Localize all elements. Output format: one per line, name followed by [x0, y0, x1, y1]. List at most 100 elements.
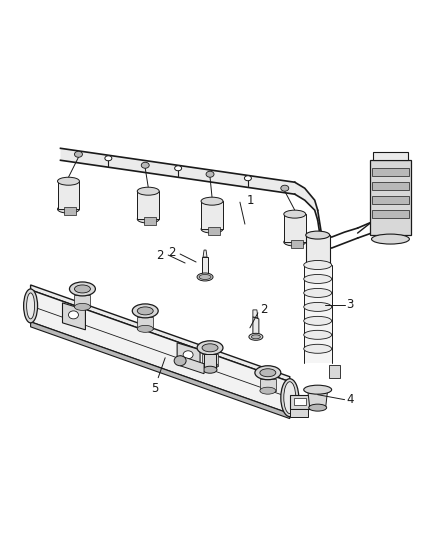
Ellipse shape: [202, 362, 218, 369]
Polygon shape: [305, 188, 314, 210]
Text: 4: 4: [346, 393, 354, 406]
Polygon shape: [308, 390, 328, 408]
Text: 2: 2: [168, 246, 175, 259]
Polygon shape: [208, 227, 220, 235]
Ellipse shape: [304, 302, 332, 311]
Ellipse shape: [202, 344, 218, 352]
Polygon shape: [57, 181, 79, 209]
Ellipse shape: [74, 303, 90, 310]
Polygon shape: [144, 217, 156, 225]
Ellipse shape: [132, 304, 158, 318]
Polygon shape: [253, 310, 258, 318]
Polygon shape: [372, 152, 408, 160]
Ellipse shape: [281, 185, 289, 191]
Polygon shape: [290, 394, 321, 409]
Polygon shape: [177, 343, 200, 370]
Ellipse shape: [174, 356, 186, 366]
Polygon shape: [314, 200, 318, 220]
Ellipse shape: [137, 215, 159, 223]
Polygon shape: [204, 354, 216, 370]
Polygon shape: [304, 335, 332, 349]
Ellipse shape: [244, 176, 251, 181]
Polygon shape: [291, 240, 303, 248]
Polygon shape: [31, 290, 290, 414]
Polygon shape: [304, 349, 332, 363]
Ellipse shape: [105, 156, 112, 161]
Polygon shape: [201, 201, 223, 229]
Ellipse shape: [137, 307, 153, 315]
Ellipse shape: [199, 274, 211, 279]
Polygon shape: [304, 307, 332, 321]
Ellipse shape: [304, 330, 332, 340]
Polygon shape: [371, 168, 410, 176]
Polygon shape: [318, 210, 321, 246]
Ellipse shape: [201, 225, 223, 233]
Ellipse shape: [284, 382, 296, 414]
Ellipse shape: [260, 387, 276, 394]
Ellipse shape: [27, 293, 35, 319]
Polygon shape: [371, 210, 410, 218]
Ellipse shape: [74, 285, 90, 293]
Polygon shape: [74, 295, 90, 307]
Polygon shape: [180, 356, 204, 374]
Ellipse shape: [183, 351, 193, 359]
Ellipse shape: [175, 166, 182, 171]
Ellipse shape: [197, 273, 213, 281]
Ellipse shape: [304, 344, 332, 353]
Text: 1: 1: [247, 193, 254, 207]
Ellipse shape: [304, 385, 332, 394]
Ellipse shape: [57, 205, 79, 213]
Polygon shape: [328, 365, 339, 378]
Ellipse shape: [306, 231, 330, 239]
Polygon shape: [137, 191, 159, 219]
Ellipse shape: [197, 341, 223, 355]
Ellipse shape: [201, 197, 223, 205]
Ellipse shape: [304, 317, 332, 325]
Text: 2: 2: [260, 303, 267, 317]
Text: 5: 5: [152, 382, 159, 395]
Ellipse shape: [137, 325, 153, 333]
Polygon shape: [294, 398, 306, 405]
Polygon shape: [64, 207, 77, 215]
Ellipse shape: [141, 162, 149, 168]
Polygon shape: [284, 214, 306, 242]
Polygon shape: [304, 265, 332, 279]
Ellipse shape: [284, 238, 306, 246]
Polygon shape: [306, 235, 330, 265]
Ellipse shape: [251, 335, 260, 339]
Polygon shape: [290, 409, 308, 417]
Polygon shape: [60, 148, 295, 194]
Polygon shape: [202, 257, 208, 277]
Ellipse shape: [284, 210, 306, 218]
Ellipse shape: [68, 311, 78, 319]
Polygon shape: [202, 354, 218, 366]
Polygon shape: [371, 196, 410, 204]
Ellipse shape: [304, 261, 332, 270]
Ellipse shape: [137, 187, 159, 195]
Polygon shape: [304, 279, 332, 293]
Ellipse shape: [306, 261, 330, 269]
Ellipse shape: [260, 369, 276, 377]
Polygon shape: [304, 321, 332, 335]
Polygon shape: [31, 285, 290, 382]
Polygon shape: [371, 182, 410, 190]
Ellipse shape: [203, 366, 217, 373]
Ellipse shape: [24, 289, 38, 323]
Polygon shape: [63, 303, 85, 330]
Text: 2: 2: [155, 248, 163, 262]
Ellipse shape: [304, 288, 332, 297]
Polygon shape: [370, 160, 411, 235]
Ellipse shape: [74, 151, 82, 157]
Ellipse shape: [255, 366, 281, 379]
Polygon shape: [253, 317, 259, 339]
Ellipse shape: [304, 274, 332, 284]
Ellipse shape: [206, 171, 214, 177]
Polygon shape: [31, 322, 290, 418]
Ellipse shape: [371, 234, 410, 244]
Ellipse shape: [249, 333, 263, 340]
Ellipse shape: [281, 379, 299, 417]
Text: 3: 3: [346, 298, 354, 311]
Ellipse shape: [57, 177, 79, 185]
Polygon shape: [295, 182, 305, 200]
Polygon shape: [304, 293, 332, 307]
